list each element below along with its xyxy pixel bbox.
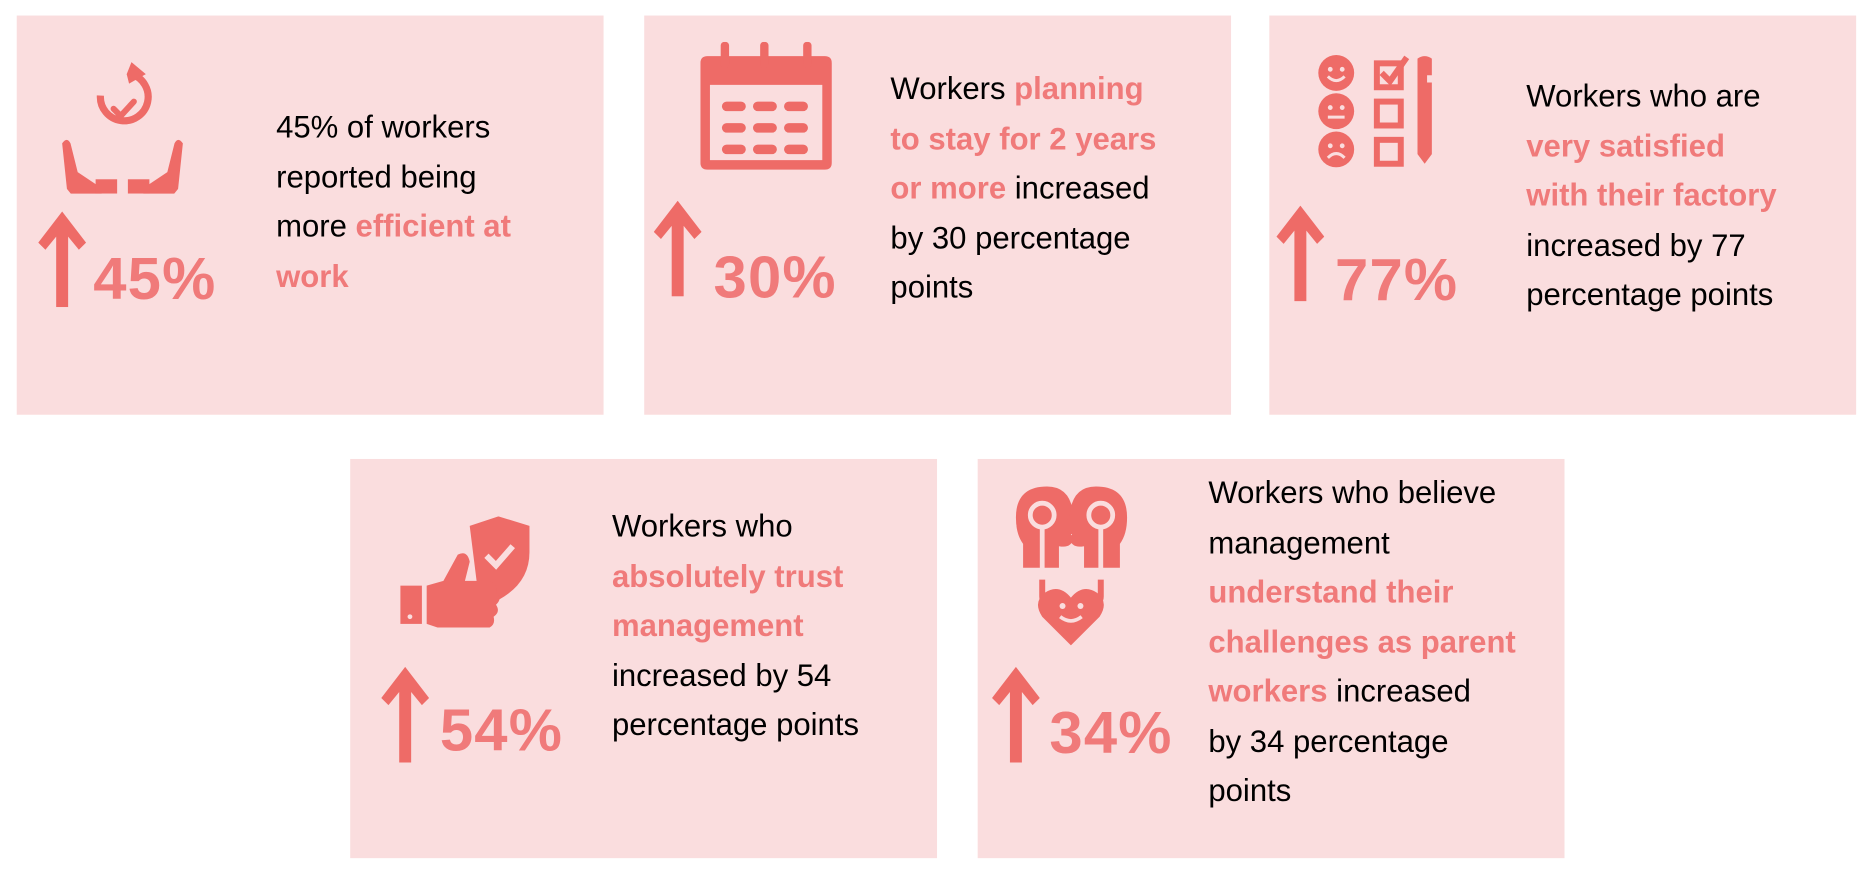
satisfaction-survey-icon [1315,54,1435,168]
description-line: Workers planning [890,65,1156,115]
highlight-text: workers [1208,672,1328,709]
body-text: percentage points [1526,276,1774,312]
body-text: increased by 77 [1526,226,1746,263]
body-text: increased [1327,672,1471,709]
up-arrow-icon [1276,205,1325,302]
highlight-text: efficient at [355,207,511,244]
description-line: more efficient at [276,202,511,252]
body-text: 45% of workers [276,108,491,145]
description-line: Workers who are [1526,72,1776,122]
highlight-text: planning [1014,70,1144,107]
description-line: workers increased [1208,667,1515,717]
body-text: Workers who believe [1208,474,1497,511]
body-text: management [1208,524,1390,560]
description-line: Workers who believe [1208,469,1515,519]
highlight-text: work [276,257,349,294]
body-text: points [1208,772,1292,808]
up-arrow-icon [38,211,87,308]
description-line: work [276,252,511,302]
description-line: challenges as parent [1208,617,1515,667]
card-retention: 30% Workers planning to stay for 2 years or… [644,15,1232,415]
body-text: by 30 percentage [890,219,1131,256]
description-line: by 34 percentage [1208,717,1515,767]
description-line: points [1208,766,1515,816]
highlight-text: very satisfied [1526,127,1725,164]
highlight-text: management [611,607,804,644]
description-line: percentage points [612,700,859,750]
body-text: Workers [890,70,1015,107]
calendar-icon [700,41,832,170]
up-arrow-icon [381,666,430,763]
description-line: increased by 54 [612,651,859,701]
description-trust: Workers who absolutely trust management inc… [612,502,859,750]
body-text: more [276,207,356,244]
body-text: by 34 percentage [1208,722,1449,759]
body-text: increased by 54 [611,656,832,693]
description-line: management [1208,518,1515,568]
body-text: percentage points [611,706,860,743]
card-satisfaction: 77% Workers who are very satisfied with the… [1269,15,1857,415]
description-line: increased by 77 [1526,221,1776,271]
body-text: Workers who are [1526,77,1761,114]
description-retention: Workers planning to stay for 2 years or mo… [890,65,1156,313]
description-line: reported being [276,152,511,202]
percent-value: 30% [713,243,837,311]
description-line: absolutely trust [612,552,859,602]
percent-value: 34% [1049,699,1173,767]
percent-value: 77% [1335,246,1459,314]
description-line: Workers who [612,502,859,552]
percent-value: 54% [439,696,564,764]
heads-connected-heart-icon [1014,484,1130,646]
description-line: to stay for 2 years [890,114,1156,164]
description-parent-challenges: Workers who believe management understand … [1208,469,1515,816]
body-text: reported being [276,158,477,195]
card-trust: 54% Workers who absolutely trust management… [350,458,938,859]
description-line: management [612,601,859,651]
description-line: with their factory [1526,171,1776,221]
percent-value: 45% [93,245,217,312]
highlight-text: challenges as parent [1208,623,1516,660]
up-arrow-icon [992,666,1040,763]
description-line: understand their [1208,568,1515,618]
up-arrow-icon [653,200,702,297]
body-text: Workers who [611,507,793,544]
description-efficiency: 45% of workers reported being more efficie… [276,103,511,301]
highlight-text: or more [890,169,1007,206]
description-line: points [890,263,1156,313]
description-line: or more increased [890,164,1156,214]
thumbs-up-shield-icon [398,516,532,628]
description-line: by 30 percentage [890,213,1156,263]
card-efficiency: 45% 45% of workers reported being more effi… [16,15,604,415]
highlight-text: to stay for 2 years [890,120,1157,156]
description-satisfaction: Workers who are very satisfied with their … [1526,72,1776,320]
description-line: percentage points [1526,270,1776,320]
highlight-text: absolutely trust [611,557,844,594]
hands-holding-check-cycle-icon [60,60,185,194]
body-text: increased [1006,169,1150,206]
description-line: very satisfied [1526,121,1776,171]
description-line: 45% of workers [276,103,511,153]
card-parent-challenges: 34% Workers who believe management understa… [977,458,1565,859]
highlight-text: understand their [1208,573,1454,610]
body-text: points [890,268,974,305]
highlight-text: with their factory [1526,176,1777,213]
